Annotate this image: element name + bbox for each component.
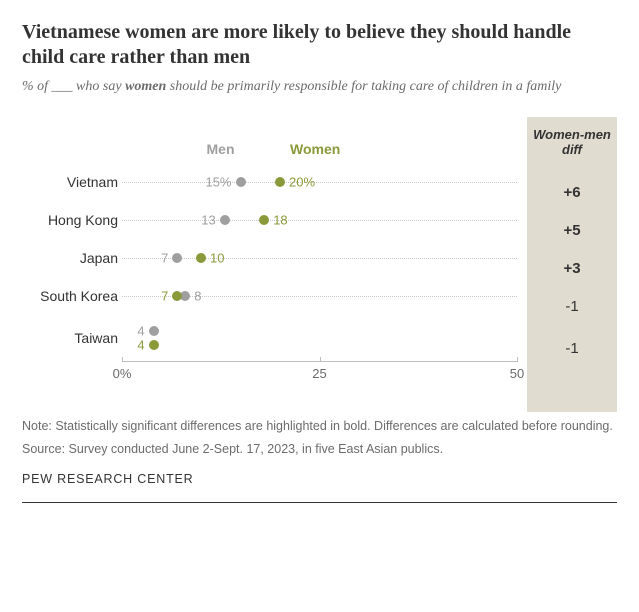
data-row: Taiwan44	[22, 315, 527, 361]
men-value: 4	[137, 323, 144, 338]
row-plot: 13 18	[122, 201, 517, 239]
country-label: Hong Kong	[48, 212, 118, 228]
axis-tick-label: 50	[510, 366, 524, 381]
diff-value: -1	[527, 288, 617, 326]
row-plot: 15% 20%	[122, 163, 517, 201]
row-plot: 7 10	[122, 239, 517, 277]
subtitle-pre: % of ___ who say	[22, 79, 125, 94]
country-label: South Korea	[40, 288, 118, 304]
data-row: Japan 7 10	[22, 239, 527, 277]
axis-tick-label: 25	[312, 366, 326, 381]
chart-subtitle: % of ___ who say women should be primari…	[22, 78, 617, 97]
diff-value: -1	[527, 326, 617, 372]
diff-value: +5	[527, 212, 617, 250]
legend-men: Men	[207, 141, 235, 157]
men-dot	[172, 253, 182, 263]
subtitle-post: should be primarily responsible for taki…	[166, 79, 561, 94]
chart-source: Source: Survey conducted June 2-Sept. 17…	[22, 441, 617, 458]
diff-value: +3	[527, 250, 617, 288]
legend-women: Women	[290, 141, 340, 157]
women-dot	[172, 291, 182, 301]
chart-area: Men Women Vietnam 15% 20% Hong Kong 13 18 Japa…	[22, 117, 617, 412]
women-value: 7	[161, 288, 168, 303]
subtitle-bold: women	[125, 79, 166, 94]
women-dot	[149, 340, 159, 350]
men-value: 8	[194, 288, 201, 303]
row-plot: 44	[122, 315, 517, 361]
chart-plot-area: Men Women Vietnam 15% 20% Hong Kong 13 18 Japa…	[22, 117, 527, 412]
footer-attribution: PEW RESEARCH CENTER	[22, 472, 617, 492]
data-row: South Korea87	[22, 277, 527, 315]
men-dot	[236, 177, 246, 187]
country-label: Vietnam	[67, 174, 118, 190]
women-value: 20%	[289, 174, 315, 189]
diff-column: Women-men diff +6+5+3-1-1	[527, 117, 617, 412]
men-value: 13	[201, 212, 215, 227]
women-dot	[196, 253, 206, 263]
women-value: 4	[137, 337, 144, 352]
chart-note: Note: Statistically significant differen…	[22, 418, 617, 435]
footer-rule	[22, 502, 617, 503]
data-row: Hong Kong 13 18	[22, 201, 527, 239]
men-dot	[149, 326, 159, 336]
men-value: 7	[161, 250, 168, 265]
diff-header: Women-men diff	[527, 127, 617, 158]
axis-tick-label: 0%	[113, 366, 132, 381]
men-value: 15%	[205, 174, 231, 189]
country-label: Taiwan	[74, 330, 118, 346]
chart-title: Vietnamese women are more likely to beli…	[22, 20, 617, 70]
row-plot: 87	[122, 277, 517, 315]
diff-value: +6	[527, 174, 617, 212]
women-dot	[275, 177, 285, 187]
x-axis: 0%2550	[122, 361, 517, 391]
women-value: 18	[273, 212, 287, 227]
women-dot	[259, 215, 269, 225]
legend-row: Men Women	[22, 117, 527, 163]
data-row: Vietnam 15% 20%	[22, 163, 527, 201]
men-dot	[220, 215, 230, 225]
country-label: Japan	[80, 250, 118, 266]
women-value: 10	[210, 250, 224, 265]
